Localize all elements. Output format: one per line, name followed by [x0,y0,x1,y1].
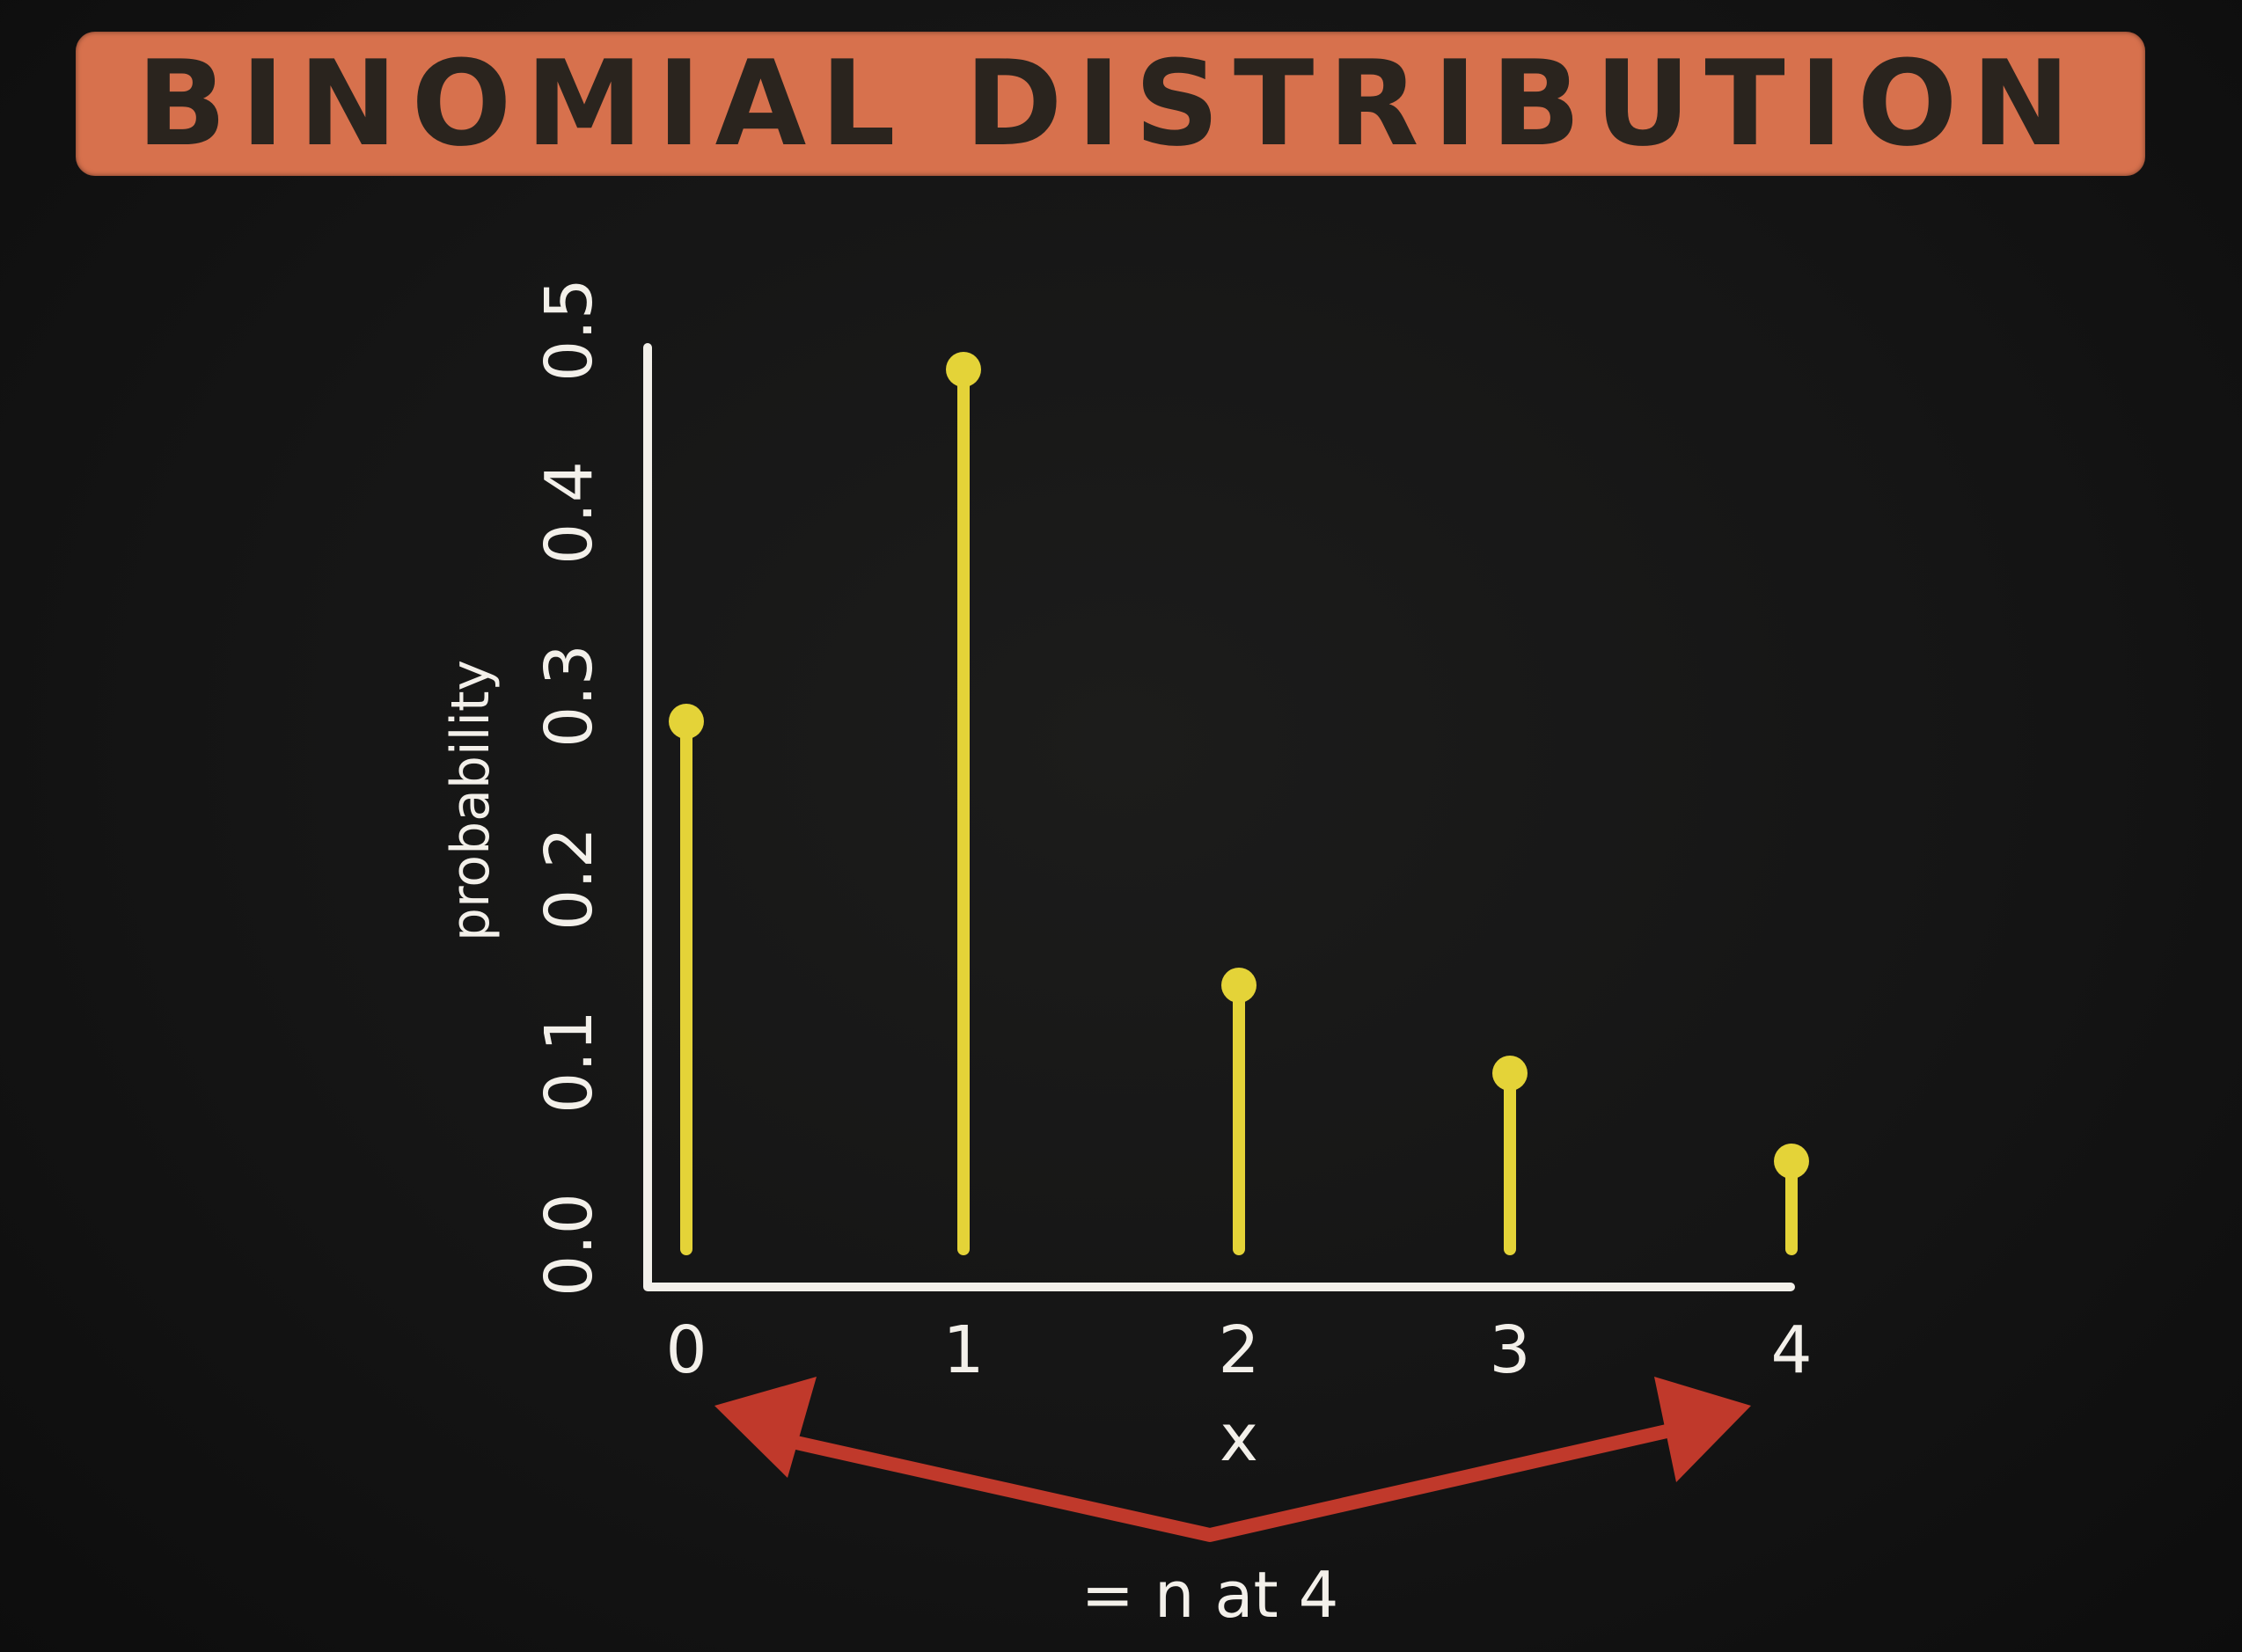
y-tick-label: 0.0 [531,1193,607,1297]
stem-marker [1774,1144,1809,1179]
x-tick-label: 0 [665,1312,707,1388]
arrow-shaft [795,1418,1696,1542]
y-axis-title: probability [440,660,502,941]
y-tick-label: 0.5 [531,278,607,382]
y-tick-label: 0.3 [531,644,607,748]
stems [669,352,1809,1255]
x-tick-label: 1 [942,1312,984,1388]
y-tick-label: 0.4 [531,461,607,565]
x-tick-labels: 0 1 2 3 4 [665,1312,1812,1388]
x-tick-label: 3 [1489,1312,1530,1388]
axis-lines [643,343,1795,1291]
stem-marker [1221,968,1257,1003]
stem-marker [946,352,981,387]
arrow-head-left [714,1377,817,1478]
axes [643,343,1795,1291]
y-tick-label: 0.2 [531,827,607,931]
range-annotation: = n at 4 [1081,1558,1339,1632]
arrow-head-right [1654,1377,1751,1482]
x-tick-label: 4 [1770,1312,1812,1388]
stem-marker [669,704,704,739]
y-tick-label: 0.1 [531,1010,607,1114]
x-tick-label: 2 [1218,1312,1259,1388]
chart-title: BINOMIAL DISTRIBUTION [136,35,2084,172]
stem-marker [1492,1056,1528,1091]
x-axis-title: x [1220,1400,1258,1476]
range-arrow [714,1377,1751,1542]
title-banner: BINOMIAL DISTRIBUTION [76,32,2145,176]
y-tick-labels: 0.0 0.1 0.2 0.3 0.4 0.5 [531,278,607,1297]
